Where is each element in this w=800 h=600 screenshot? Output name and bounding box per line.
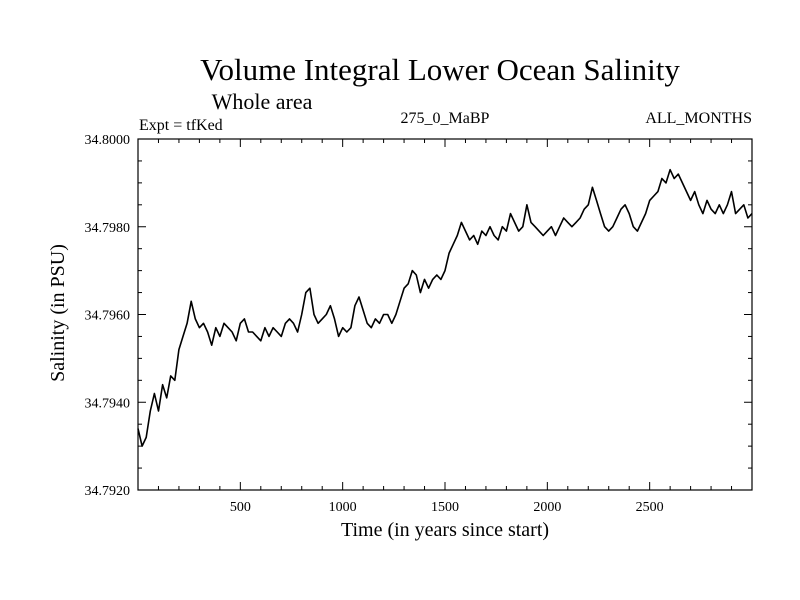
- period-label: 275_0_MaBP: [401, 110, 490, 127]
- plot-area: 500 1000 1500 2000 2500 34.7920 34.7940 34.7960…: [85, 133, 753, 515]
- series-line-0: [137, 168, 753, 447]
- x-tick-label: 1000: [329, 500, 357, 515]
- chart-subtitle: Whole area: [212, 89, 313, 114]
- chart-title: Volume Integral Lower Ocean Salinity: [200, 52, 680, 87]
- y-axis-label: Salinity (in PSU): [47, 244, 69, 382]
- y-tick-label: 34.7920: [85, 484, 131, 499]
- y-tick-label: 34.7940: [85, 396, 131, 411]
- x-tick-label: 2500: [636, 500, 664, 515]
- x-tick-label: 2000: [533, 500, 561, 515]
- x-axis-label: Time (in years since start): [341, 519, 549, 541]
- months-label: ALL_MONTHS: [645, 110, 752, 127]
- y-tick-label: 34.7980: [85, 221, 131, 236]
- x-tick-label: 1500: [431, 500, 459, 515]
- y-tick-label: 34.8000: [85, 133, 131, 148]
- plot-frame: [137, 138, 753, 491]
- x-tick-label: 500: [230, 500, 251, 515]
- experiment-label: Expt = tfKed: [139, 117, 223, 134]
- y-tick-label: 34.7960: [85, 309, 131, 324]
